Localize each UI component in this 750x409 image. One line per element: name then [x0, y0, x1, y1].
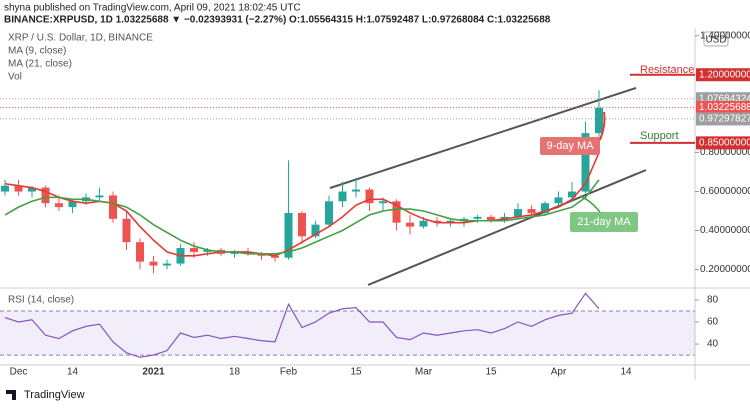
candle-body — [460, 218, 468, 221]
candle-body — [1, 185, 9, 192]
x-tick-label: 18 — [229, 367, 241, 378]
candle-body — [419, 220, 428, 227]
ma-line — [4, 179, 600, 255]
ma9-annotation: 9-day MA — [546, 140, 594, 152]
rsi-y-tick-label: 80 — [707, 295, 719, 306]
candle-body — [109, 195, 117, 219]
x-tick-label: Dec — [10, 367, 28, 378]
candle-body — [95, 195, 104, 198]
ma21-annotation-box — [570, 212, 638, 232]
footer-logo — [6, 390, 16, 400]
candle-body — [311, 224, 320, 237]
candle-body — [541, 203, 549, 213]
x-tick-label: Feb — [280, 367, 298, 378]
footer-brand: TradingView — [24, 389, 85, 401]
candle-body — [163, 263, 171, 266]
candle-body — [230, 251, 239, 254]
y-tick-label: 0.60000000 — [700, 186, 750, 197]
candle-body — [325, 201, 333, 225]
candle-body — [433, 220, 441, 223]
candle-body — [298, 212, 306, 237]
price-label: 1.03225688 — [699, 102, 750, 113]
y-tick-label: 0.40000000 — [700, 225, 750, 236]
candle-body — [257, 253, 266, 256]
legend-entry: MA (9, close) — [8, 46, 66, 57]
candle-body — [487, 216, 495, 221]
price-label-box — [696, 136, 750, 150]
rsi-band — [0, 310, 695, 356]
candle-body — [352, 189, 360, 192]
candle-body — [203, 249, 212, 252]
price-label-box — [696, 68, 750, 82]
currency-box — [703, 31, 729, 47]
channel-lower — [367, 169, 647, 286]
resistance-label: Resistance — [640, 64, 694, 76]
candle-body — [28, 187, 36, 192]
x-tick-label: 15 — [485, 367, 497, 378]
x-tick-label: 14 — [620, 367, 632, 378]
candle-body — [190, 248, 198, 252]
ma21-arrow — [579, 195, 601, 213]
candle-body — [568, 191, 576, 198]
x-tick-label: Apr — [551, 367, 567, 378]
candle-body — [514, 209, 522, 217]
price-label-box — [696, 112, 750, 126]
candle-body — [41, 187, 50, 204]
rsi-line — [4, 292, 600, 358]
rsi-y-tick-label: 40 — [707, 339, 719, 350]
y-tick-label: 0.20000000 — [700, 264, 750, 275]
candle-body — [68, 201, 77, 208]
candle-body — [14, 185, 23, 192]
currency: USD — [705, 35, 726, 46]
candle-body — [595, 107, 603, 134]
legend-title: XRP / U.S. Dollar, 1D, BINANCE — [8, 33, 153, 44]
candle-body — [406, 222, 414, 227]
candle-body — [338, 191, 347, 202]
price-label: 0.97297827 — [699, 114, 750, 125]
x-tick-label: 14 — [67, 367, 79, 378]
candle-body — [244, 251, 252, 254]
candle-body — [55, 203, 63, 208]
candle-body — [284, 212, 293, 258]
candle-body — [136, 242, 144, 262]
candle-body — [446, 220, 455, 223]
support-label: Support — [640, 130, 679, 142]
price-label: 1.07684324 — [699, 93, 750, 104]
candle-body — [392, 201, 401, 223]
legend-entry: MA (21, close) — [8, 59, 72, 70]
ma9-annotation-box — [540, 137, 600, 155]
ma9-arrow — [599, 111, 606, 141]
symbol-line: BINANCE:XRPUSD, 1D 1.03225688 ▼ −0.02393… — [4, 15, 551, 26]
candle-body — [554, 197, 563, 204]
candle-body — [527, 209, 536, 213]
candle-body — [581, 133, 590, 192]
x-tick-label: 2021 — [142, 367, 165, 378]
x-tick-label: 15 — [350, 367, 362, 378]
candle-body — [473, 216, 482, 219]
candle-body — [365, 189, 374, 204]
candle-body — [271, 255, 279, 258]
y-tick-label: 1.40000000 — [700, 30, 750, 41]
published-line: shyna published on TradingView.com, Apri… — [4, 3, 301, 14]
legend-rsi: RSI (14, close) — [8, 295, 74, 306]
legend-volume: Vol — [8, 72, 22, 83]
price-label: 1.20000000 — [699, 69, 750, 80]
y-tick-label: 0.80000000 — [700, 147, 750, 158]
candle-body — [122, 218, 131, 243]
x-tick-label: Mar — [415, 367, 433, 378]
candle-body — [379, 201, 387, 204]
rsi-y-tick-label: 60 — [707, 317, 719, 328]
channel-upper — [329, 87, 637, 189]
candle-body — [149, 261, 158, 266]
price-label: 0.85000000 — [699, 138, 750, 149]
ma21-annotation: 21-day MA — [577, 216, 631, 228]
